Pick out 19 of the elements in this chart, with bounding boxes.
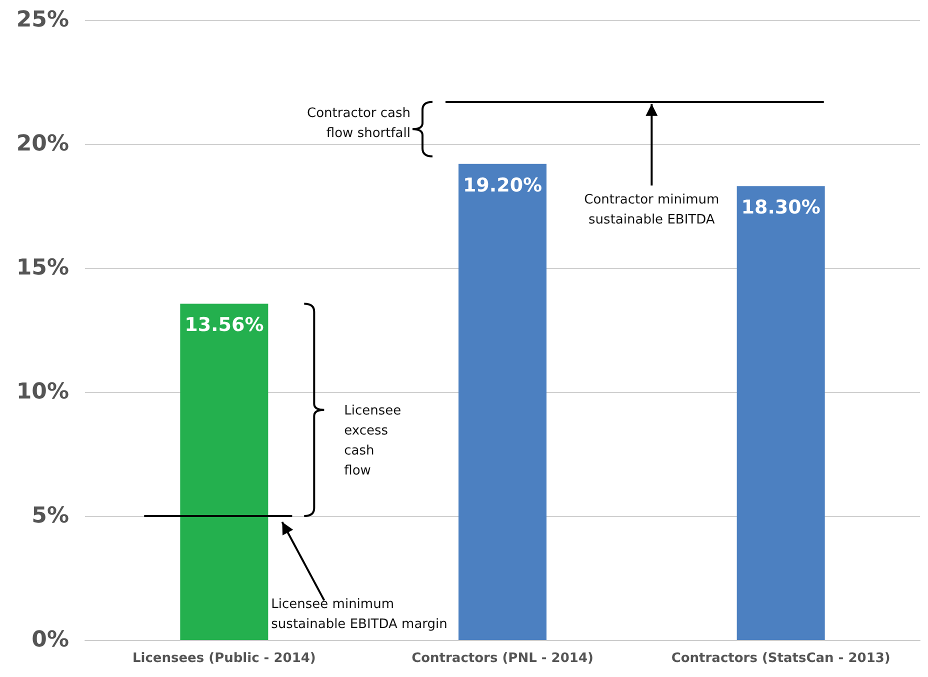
y-tick-label: 5% <box>32 504 69 528</box>
bar <box>736 186 825 640</box>
data-label: 18.30% <box>741 196 820 219</box>
bar <box>458 164 546 640</box>
y-tick-label: 20% <box>16 132 69 156</box>
y-tick-label: 0% <box>32 628 69 652</box>
data-label: 19.20% <box>462 174 542 196</box>
y-tick-label: 10% <box>16 380 69 404</box>
annotation: Contractor cash flow shortfall <box>307 106 410 141</box>
annotation: Licensee excess cash flow <box>344 403 402 478</box>
ref-line-label: Contractor minimum sustainable EBITDA <box>584 192 720 228</box>
data-label: 13.56% <box>184 314 264 336</box>
x-tick-label: Licensees (Public - 2014) <box>132 651 316 666</box>
x-tick-label: Contractors (StatsCan - 2013) <box>671 651 890 666</box>
bar <box>180 304 268 640</box>
y-tick-label: 25% <box>16 8 69 32</box>
ref-line-label: Licensee minimum sustainable EBITDA margin <box>271 596 448 632</box>
y-tick-label: 15% <box>16 256 69 280</box>
x-tick-label: Contractors (PNL - 2014) <box>412 651 594 666</box>
